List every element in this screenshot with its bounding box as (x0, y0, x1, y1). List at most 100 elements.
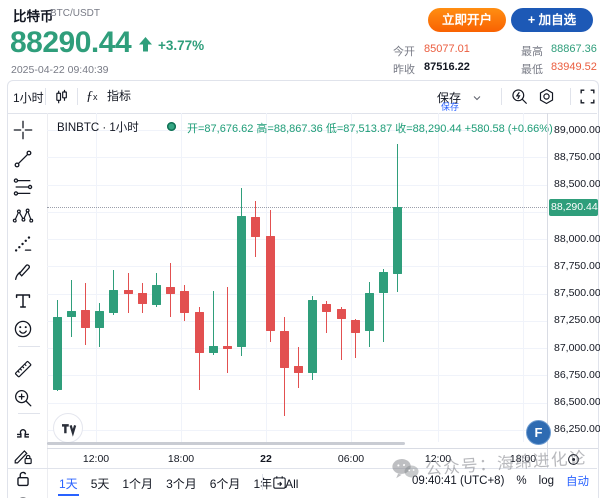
toolbar-divider (18, 346, 40, 347)
brush-tool[interactable] (10, 259, 36, 285)
forecast-tool[interactable] (10, 231, 36, 257)
price-axis[interactable]: 89,000.00 88,750.00 88,500.00 88,000.00 87,7… (547, 113, 600, 448)
clock-utc: 09:40:41 (UTC+8) (412, 475, 505, 487)
quote-timestamp: 2025-04-22 09:40:39 (11, 64, 109, 76)
add-watchlist-button[interactable]: + 加自选 (511, 8, 593, 32)
candlestick (80, 309, 90, 328)
price-up-arrow-icon (139, 37, 152, 52)
auto-scale-toggle[interactable]: 自动 (566, 476, 589, 488)
settings-gear-icon[interactable] (537, 87, 556, 106)
f-brand-logo: F (526, 420, 551, 445)
range-button-5天[interactable]: 5天 (90, 477, 110, 491)
go-to-realtime-icon[interactable] (566, 452, 581, 467)
go-to-date-calendar-icon[interactable] (271, 474, 288, 491)
candlestick (151, 285, 161, 306)
chevron-down-icon[interactable] (471, 92, 483, 104)
price-axis-label: 86,750.00 (554, 368, 600, 381)
bottom-range-bar: 1天5天1个月3个月6个月1年All 09:40:41 (UTC+8) % lo… (7, 468, 597, 498)
legend-status-dot (167, 122, 176, 131)
toolbar-divider (45, 88, 46, 105)
magnet-tool[interactable] (10, 417, 36, 443)
high-value: 88867.36 (551, 43, 597, 55)
v-gridline (96, 113, 97, 442)
indicators-button[interactable]: ƒx 指标 (86, 89, 131, 104)
emoji-tool[interactable] (10, 316, 36, 342)
candlestick (364, 292, 374, 332)
price-axis-label: 88,750.00 (554, 150, 600, 163)
candle-wick (340, 306, 342, 360)
chart-canvas[interactable] (47, 113, 547, 442)
trend-line-tool[interactable] (10, 146, 36, 172)
toolbar-divider (570, 88, 571, 105)
candlestick (208, 345, 218, 354)
time-axis-label: 22 (260, 453, 272, 465)
candle-style-button[interactable] (52, 87, 72, 107)
candlestick (350, 320, 360, 333)
v-gridline (351, 113, 352, 442)
price-axis-label: 89,000.00 (554, 123, 600, 136)
time-axis-label: 18:00 (167, 453, 195, 465)
range-button-6个月[interactable]: 6个月 (209, 477, 241, 491)
prev-close-value: 87516.22 (424, 61, 470, 73)
h-gridline (47, 348, 547, 350)
range-button-3个月[interactable]: 3个月 (166, 477, 197, 491)
crosshair-tool[interactable] (10, 117, 36, 143)
horizontal-scrollbar[interactable] (47, 442, 405, 445)
candlestick (52, 316, 62, 390)
h-gridline (47, 211, 547, 213)
candlestick (279, 330, 289, 369)
open-account-button[interactable]: 立即开户 (428, 8, 506, 32)
tradingview-logo[interactable] (53, 413, 83, 443)
change-percent: +3.77% (158, 38, 205, 53)
candlestick (237, 216, 247, 348)
xabcd-pattern-tool[interactable] (10, 203, 36, 229)
range-button-1个月[interactable]: 1个月 (122, 477, 154, 491)
drawing-lock-tool[interactable] (10, 443, 36, 469)
symbol-pair: BTC/USDT (50, 8, 100, 19)
chart-toolbar (7, 80, 597, 114)
today-open-value: 85077.01 (424, 43, 470, 55)
candlestick (251, 217, 261, 238)
interval-button[interactable]: 1小时 (13, 91, 44, 105)
zoom-in-tool[interactable] (10, 385, 36, 411)
h-gridline (47, 402, 547, 404)
text-tool[interactable] (10, 288, 36, 314)
time-axis-label: 18:00 (509, 453, 537, 465)
range-button-All[interactable]: All (285, 476, 299, 491)
legend-ohlc-values: 开=87,676.62 高=88,867.36 低=87,513.87 收=88… (187, 123, 553, 135)
lock-all-tool[interactable] (10, 466, 36, 492)
range-button-1天[interactable]: 1天 (58, 473, 79, 494)
prev-close-label: 昨收 (393, 64, 415, 76)
time-axis[interactable]: 12:00 18:00 22 06:00 12:00 18:00 (47, 448, 547, 469)
candlestick (265, 235, 275, 332)
log-scale-toggle[interactable]: log (538, 475, 554, 487)
candlestick (322, 303, 332, 312)
last-price: 88290.44 (10, 26, 132, 59)
candlestick (293, 365, 303, 374)
candlestick (393, 207, 403, 275)
fib-retracement-tool[interactable] (10, 174, 36, 200)
candle-wick (326, 301, 328, 333)
quick-search-icon[interactable] (510, 87, 529, 106)
candle-wick (383, 268, 385, 342)
candlestick (379, 271, 389, 294)
drawing-toolbar (7, 113, 48, 498)
h-gridline (47, 157, 547, 159)
h-gridline (47, 239, 547, 241)
candlestick (222, 345, 232, 350)
fx-icon: ƒ (86, 89, 93, 104)
price-axis-label: 87,250.00 (554, 314, 600, 327)
time-axis-label: 12:00 (424, 453, 452, 465)
candlestick (308, 299, 318, 374)
ruler-tool[interactable] (10, 356, 36, 382)
fullscreen-icon[interactable] (578, 87, 597, 106)
save-button[interactable]: 保存 (437, 91, 462, 105)
candlestick (123, 289, 133, 295)
last-price-line (47, 207, 547, 209)
price-axis-label: 87,000.00 (554, 341, 600, 354)
high-label: 最高 (521, 46, 543, 58)
candlestick (66, 311, 76, 317)
price-axis-label: 86,500.00 (554, 396, 600, 409)
percent-scale-toggle[interactable]: % (516, 475, 527, 487)
